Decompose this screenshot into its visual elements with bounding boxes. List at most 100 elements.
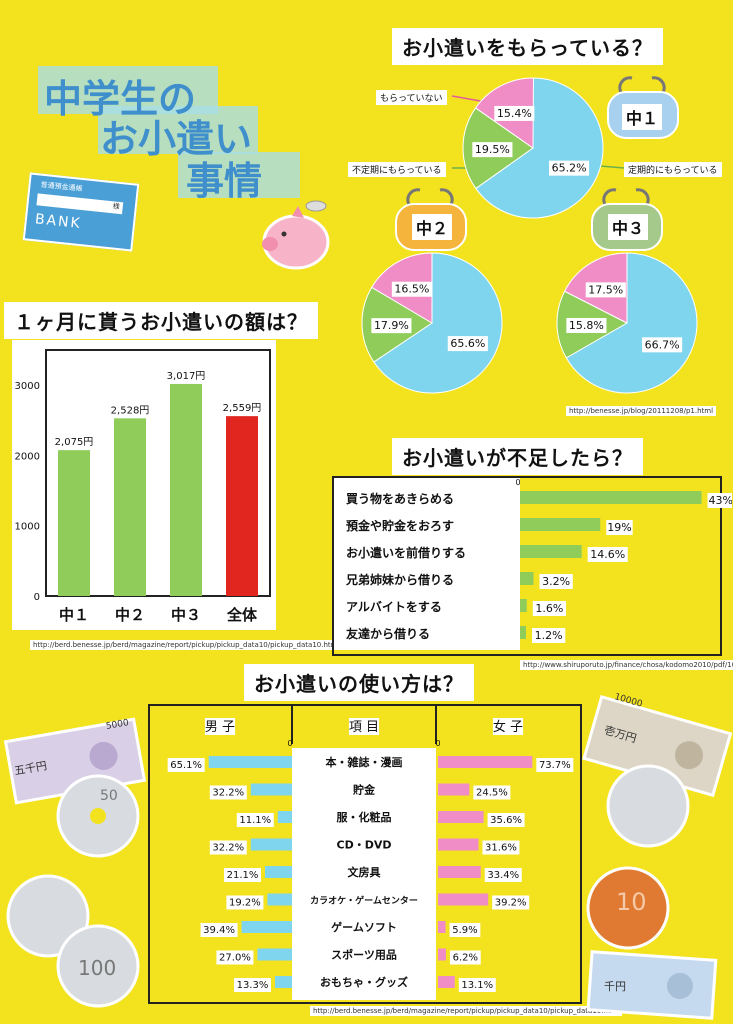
amount-category: 中３ <box>171 606 201 624</box>
coin-10-label: 10 <box>616 888 647 916</box>
usage-label-girls: 33.4% <box>487 870 519 881</box>
pie-source: http://benesse.jp/blog/20111208/p1.html <box>566 406 717 416</box>
usage-category: スポーツ用品 <box>331 948 397 962</box>
usage-bar-boys <box>267 893 292 906</box>
pie-1-label-0-bg <box>549 160 590 176</box>
shortage-category: 友達から借りる <box>345 626 430 641</box>
shortage-section-heading: お小遣いが不足したら？ <box>392 438 643 475</box>
usage-label-boys-bg <box>200 923 238 937</box>
coin-50-image <box>56 774 140 858</box>
amount-bar-label: 2,075円 <box>55 437 94 448</box>
usage-bar-boys <box>208 756 292 768</box>
usage-bar-boys <box>241 921 292 933</box>
amount-ytick: 2000 <box>15 451 40 462</box>
usage-label-boys: 21.1% <box>227 870 259 881</box>
amount-bar-label-bg <box>220 401 264 416</box>
pie-3-label-0: 66.7% <box>645 338 680 351</box>
pie-1-slice-0 <box>475 77 604 219</box>
usage-label-boys: 13.3% <box>237 980 269 991</box>
amount-ytick: 0 <box>34 592 40 603</box>
usage-bar-girls <box>438 948 446 961</box>
usage-label-girls-bg <box>484 868 522 882</box>
title-line-1: 中学生の <box>44 77 197 121</box>
shortage-value-label-bg <box>606 520 633 535</box>
shortage-label-panel <box>334 478 520 650</box>
shortage-value-label-bg <box>587 547 628 562</box>
purse-label-2: 中２ <box>412 214 453 240</box>
usage-label-girls: 39.2% <box>495 898 527 909</box>
usage-bar-boys <box>264 866 292 878</box>
usage-bar-girls <box>438 921 446 933</box>
shortage-bar-chart: 0 買う物をあきらめる 43% 預金や貯金をおろす 19% お小遣いを前借りする 14.6%… <box>334 478 732 650</box>
usage-label-girls-bg <box>449 923 481 937</box>
coin-100-label: 100 <box>78 956 117 980</box>
pie-2-slice-0 <box>373 252 503 394</box>
shortage-value-label: 19% <box>607 521 631 534</box>
shortage-zero: 0 <box>515 478 520 487</box>
shortage-value-label: 1.2% <box>535 629 563 642</box>
usage-bar-girls <box>438 783 470 796</box>
pie-1-label-1: 19.5% <box>475 143 510 156</box>
coin-500-image <box>606 764 690 848</box>
usage-label-boys-bg <box>223 868 261 882</box>
purse-label-3: 中３ <box>608 214 649 240</box>
usage-label-girls: 31.6% <box>485 843 517 854</box>
usage-label-girls: 5.9% <box>452 925 477 936</box>
usage-label-boys-bg <box>209 840 247 855</box>
amount-bar <box>226 416 258 596</box>
usage-label-boys: 27.0% <box>219 953 251 964</box>
usage-header-boys: 男 子 <box>205 720 235 735</box>
amount-ytick: 1000 <box>15 522 40 533</box>
amount-plot-frame <box>45 349 271 597</box>
pie-charts: 65.2% 19.5% 15.4% 65.6% 17.9% 16.5% 66.7% 15.8%… <box>361 77 698 394</box>
pie-3-label-1-bg <box>566 318 607 334</box>
banknote-1000-image <box>586 950 718 1020</box>
coin-100-image-2 <box>56 924 140 1008</box>
usage-category: ゲームソフト <box>331 920 397 934</box>
pie-3-label-2-bg <box>585 282 626 298</box>
usage-bar-boys <box>250 783 292 796</box>
usage-label-girls-bg <box>536 758 574 772</box>
usage-label-girls: 73.7% <box>539 760 571 771</box>
usage-label-boys: 65.1% <box>170 760 202 771</box>
usage-header-girls-bg <box>492 718 524 735</box>
usage-label-boys-bg <box>233 978 271 992</box>
usage-label-boys: 39.4% <box>203 925 235 936</box>
shortage-category: 兄弟姉妹から借りる <box>345 572 454 587</box>
usage-label-boys: 19.2% <box>229 898 261 909</box>
pie-2-label-1-bg <box>371 318 412 334</box>
amount-bar-label: 2,528円 <box>111 405 150 416</box>
title-line-2: お小遣い <box>100 117 253 161</box>
title-block: 中学生の お小遣い 事情 <box>38 66 300 203</box>
shortage-value-label: 1.6% <box>535 602 563 615</box>
shortage-source: http://www.shiruporuto.jp/finance/chosa/… <box>520 660 733 670</box>
amount-bar <box>114 418 146 596</box>
amount-bar <box>170 383 202 596</box>
usage-label-girls: 35.6% <box>490 815 522 826</box>
usage-bar-girls <box>438 866 481 878</box>
shortage-value-label-bg <box>532 628 566 643</box>
shortage-category: お小遣いを前借りする <box>346 545 466 560</box>
shortage-bar <box>520 545 582 558</box>
amount-bar-label-bg <box>108 403 152 418</box>
usage-label-boys: 11.1% <box>239 815 271 826</box>
usage-bar-boys <box>274 976 292 988</box>
usage-label-boys-bg <box>216 950 254 965</box>
usage-item-panel <box>292 748 436 1000</box>
usage-label-girls-bg <box>473 785 511 800</box>
pie-label-regular: 定期的にもらっている <box>624 162 722 177</box>
usage-bar-girls <box>438 811 484 823</box>
coin-100-image-1 <box>6 874 90 958</box>
shortage-value-label-bg <box>539 574 573 589</box>
usage-label-girls-bg <box>492 895 530 910</box>
usage-category: 文房具 <box>348 865 381 879</box>
shortage-bar <box>520 572 534 585</box>
pie-label-irregular: 不定期にもらっている <box>348 162 446 177</box>
usage-label-boys: 32.2% <box>212 788 244 799</box>
pie-2-label-0: 65.6% <box>450 337 485 350</box>
pie-3-label-0-bg <box>642 337 683 353</box>
pie-2-label-1: 17.9% <box>374 319 409 332</box>
shortage-bar <box>520 491 702 504</box>
pie-2-label-2-bg <box>391 281 432 297</box>
usage-label-boys-bg <box>167 758 205 772</box>
